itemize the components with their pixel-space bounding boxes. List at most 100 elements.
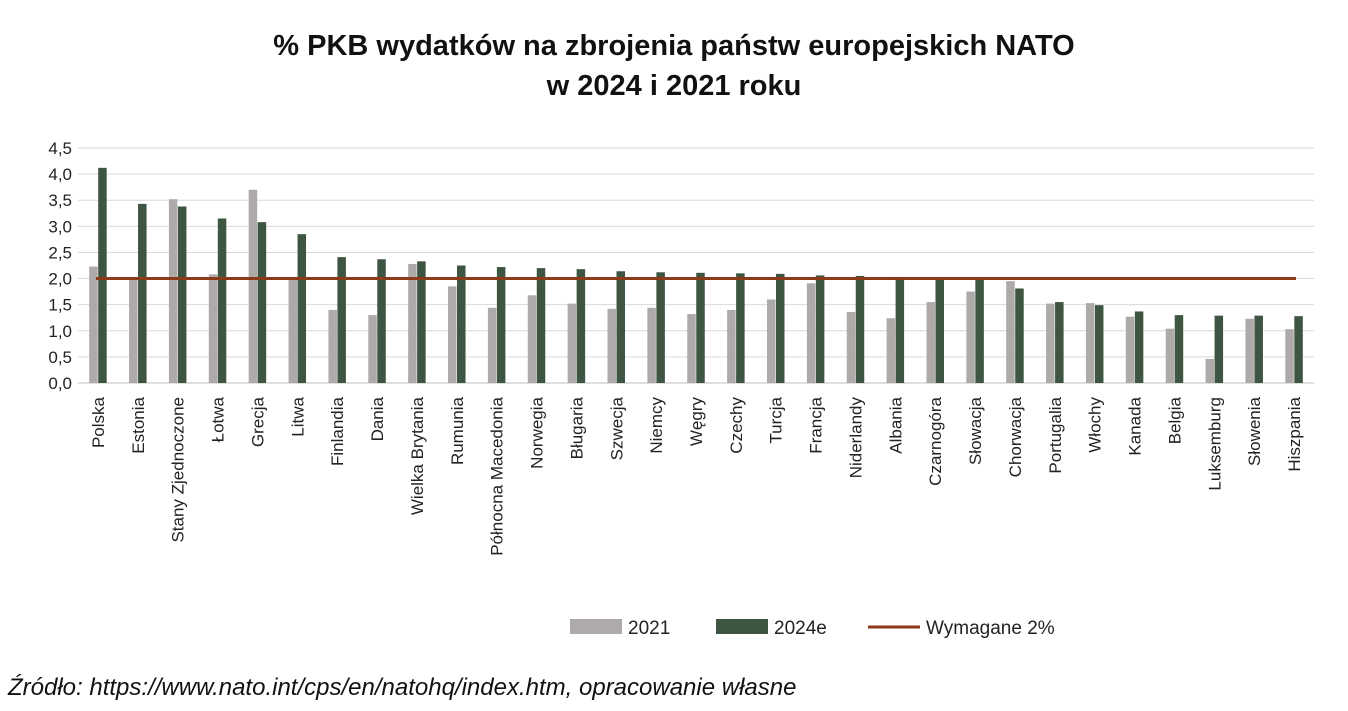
- bar-2024e-9: [417, 261, 426, 383]
- x-tick-label: Węgry: [687, 397, 706, 447]
- bar-2021-3: [168, 199, 178, 383]
- x-tick-label: Dania: [368, 396, 387, 441]
- bar-2021-19: [806, 283, 816, 383]
- x-tick-label: Czarnogóra: [926, 396, 945, 485]
- bar-2024e-15: [656, 272, 665, 383]
- chart-title-line1: % PKB wydatków na zbrojenia państw europ…: [273, 30, 1075, 62]
- x-tick-label: Czechy: [727, 397, 746, 454]
- bar-2021-31: [1285, 329, 1294, 383]
- x-tick-label: Albania: [886, 396, 905, 453]
- bar-2021-5: [248, 189, 258, 383]
- bar-2024e-11: [496, 267, 506, 383]
- bar-2024e-19: [815, 275, 825, 383]
- bar-2024e-6: [297, 234, 307, 383]
- bar-2024e-3: [177, 206, 187, 383]
- y-tick-label: 4,5: [48, 139, 72, 158]
- x-tick-label: Turcja: [767, 396, 786, 443]
- bar-2024e-13: [576, 269, 586, 383]
- bar-2021-28: [1165, 328, 1175, 383]
- bar-2024e-26: [1094, 305, 1104, 383]
- bar-2021-16: [687, 314, 696, 383]
- bar-2021-2: [129, 278, 138, 383]
- x-tick-label: Polska: [89, 396, 108, 448]
- bar-2021-6: [288, 279, 298, 383]
- bar-2024e-5: [257, 222, 267, 383]
- legend-label-1: 2021: [628, 618, 670, 639]
- bar-2021-29: [1205, 358, 1215, 383]
- bar-2024e-25: [1055, 302, 1064, 383]
- chart-title-line2: w 2024 i 2021 roku: [546, 70, 802, 102]
- y-tick-label: 1,0: [48, 322, 72, 341]
- x-tick-label: Grecja: [248, 396, 267, 447]
- bar-2024e-30: [1254, 315, 1263, 383]
- bar-2021-8: [368, 315, 377, 383]
- bar-2021-12: [527, 295, 537, 383]
- x-tick-label: Włochy: [1086, 397, 1105, 453]
- x-tick-label: Finlandia: [328, 396, 347, 466]
- bar-2021-14: [607, 308, 617, 383]
- y-tick-label: 2,0: [48, 270, 72, 289]
- bar-2021-30: [1245, 318, 1254, 383]
- bar-2021-4: [208, 274, 218, 383]
- bar-2021-13: [567, 303, 577, 383]
- y-tick-label: 1,5: [48, 296, 72, 315]
- x-tick-label: Norwegia: [528, 396, 547, 468]
- bar-2021-10: [448, 286, 457, 383]
- bar-2021-21: [886, 318, 896, 383]
- bar-2024e-2: [138, 203, 147, 383]
- x-tick-label: Słowacja: [966, 396, 985, 465]
- x-tick-label: Litwa: [288, 396, 307, 436]
- bar-2024e-29: [1214, 315, 1224, 383]
- y-tick-label: 3,5: [48, 191, 72, 210]
- x-tick-label: Belgia: [1165, 396, 1184, 444]
- y-tick-label: 3,0: [48, 217, 72, 236]
- bar-2021-20: [846, 311, 856, 383]
- x-tick-label: Słowenia: [1245, 396, 1264, 466]
- bar-2021-23: [966, 291, 975, 383]
- chart-title: % PKB wydatków na zbrojenia państw europ…: [0, 26, 1348, 106]
- bar-2021-27: [1125, 316, 1135, 383]
- x-tick-label: Bługaria: [567, 396, 586, 459]
- x-tick-label: Chorwacja: [1006, 396, 1025, 477]
- bar-2024e-21: [895, 276, 905, 383]
- y-tick-label: 0,0: [48, 374, 72, 393]
- bar-2024e-24: [1015, 288, 1024, 383]
- x-tick-label: Hiszpania: [1285, 396, 1304, 471]
- x-tick-label: Portugalia: [1046, 396, 1065, 473]
- x-tick-label: Niderlandy: [846, 397, 865, 479]
- legend-swatch-2021: [570, 619, 622, 634]
- bar-2024e-20: [855, 275, 865, 383]
- bar-2021-17: [727, 309, 736, 383]
- bar-2024e-10: [457, 265, 466, 383]
- x-tick-label: Estonia: [129, 396, 148, 453]
- legend-swatch-2024e: [716, 619, 768, 634]
- bar-2021-25: [1046, 303, 1055, 383]
- bar-2024e-22: [935, 277, 944, 383]
- bar-2024e-28: [1174, 315, 1184, 383]
- bar-2024e-14: [616, 271, 626, 383]
- bar-2024e-23: [975, 278, 984, 383]
- bar-2024e-7: [337, 257, 346, 383]
- bar-2021-24: [1006, 281, 1015, 383]
- bar-2024e-18: [775, 273, 785, 383]
- bar-2024e-8: [377, 259, 386, 383]
- bar-2021-11: [487, 307, 497, 383]
- bar-2024e-16: [696, 272, 705, 383]
- bar-2021-1: [89, 266, 98, 383]
- bar-2024e-31: [1294, 316, 1303, 383]
- bar-2024e-1: [98, 167, 107, 383]
- x-tick-label: Rumunia: [448, 396, 467, 465]
- bar-2021-15: [647, 307, 656, 383]
- legend-label-3: Wymagane 2%: [926, 618, 1055, 639]
- x-tick-label: Luksemburg: [1205, 397, 1224, 491]
- y-tick-label: 2,5: [48, 243, 72, 262]
- legend-label-2: 2024e: [774, 618, 827, 639]
- x-tick-label: Francja: [807, 396, 826, 453]
- x-tick-label: Łotwa: [209, 396, 228, 442]
- bar-2021-18: [766, 299, 776, 383]
- x-tick-label: Wielka Brytania: [408, 396, 427, 515]
- bar-2021-26: [1085, 303, 1095, 383]
- x-tick-label: Szwecja: [607, 396, 626, 460]
- x-tick-label: Niemcy: [647, 397, 666, 454]
- x-tick-label: Północna Macedonia: [488, 396, 507, 555]
